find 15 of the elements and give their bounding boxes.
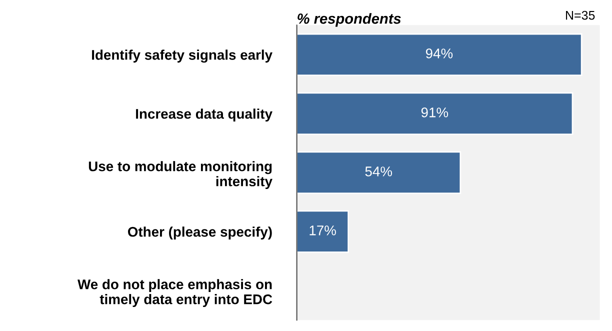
x-axis-title: % respondents: [298, 13, 401, 27]
bar: [296, 92, 574, 135]
bar: [296, 210, 350, 253]
data-label: 54%: [365, 166, 392, 176]
y-tick-label: Other (please specify): [128, 226, 272, 240]
y-tick-label: Increase data quality: [136, 108, 272, 122]
data-label: 94%: [426, 48, 453, 58]
y-tick-label: Identify safety signals early: [92, 50, 272, 63]
bar: [296, 151, 462, 194]
data-label: 17%: [310, 226, 336, 236]
data-label: 91%: [421, 108, 448, 118]
bar: [296, 33, 582, 76]
y-tick-label: We do not place emphasis on timely data entry into EDC: [78, 279, 272, 307]
text: N=35: [566, 10, 595, 20]
y-tick-label: Use to modulate monitoring intensity: [88, 161, 272, 190]
